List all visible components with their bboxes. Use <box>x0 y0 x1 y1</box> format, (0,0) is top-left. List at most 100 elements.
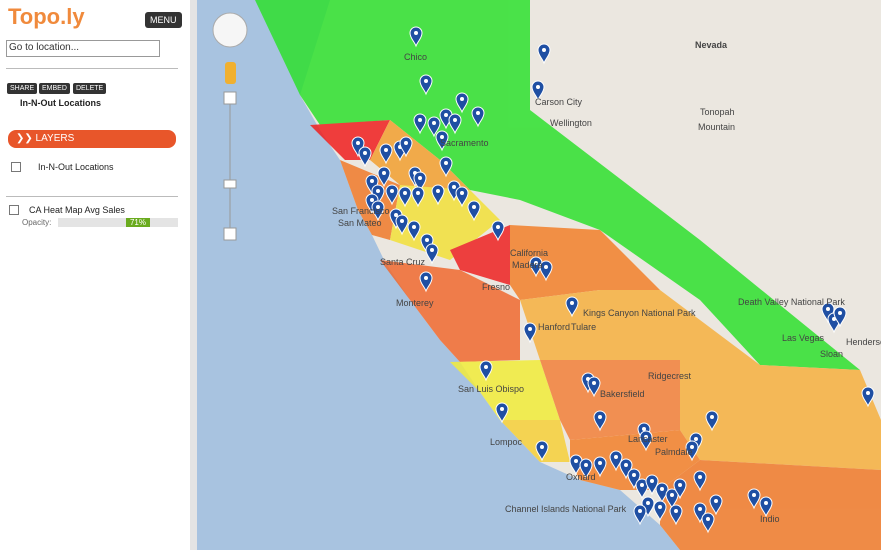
zoom-handle[interactable] <box>223 179 237 189</box>
location-pin[interactable] <box>685 440 699 462</box>
location-pin[interactable] <box>425 243 439 265</box>
pin-dot <box>440 135 444 139</box>
map-label: Palmdale <box>655 447 693 457</box>
pin-dot <box>570 301 574 305</box>
location-pin[interactable] <box>439 156 453 178</box>
location-pin[interactable] <box>395 214 409 236</box>
pan-control[interactable] <box>212 12 248 48</box>
location-pin[interactable] <box>531 80 545 102</box>
location-pin[interactable] <box>593 410 607 432</box>
location-pin[interactable] <box>455 186 469 208</box>
location-pin[interactable] <box>471 106 485 128</box>
layer-name[interactable]: CA Heat Map Avg Sales <box>29 205 125 215</box>
labels: Nevada Carson City Wellington Tonopah Mo… <box>332 40 881 524</box>
location-pin[interactable] <box>653 500 667 522</box>
location-pin[interactable] <box>495 402 509 424</box>
map-label: Oxnard <box>566 472 596 482</box>
location-pin[interactable] <box>491 220 505 242</box>
layer-name[interactable]: In-N-Out Locations <box>38 162 114 172</box>
location-pin[interactable] <box>635 478 649 500</box>
pin-dot <box>642 427 646 431</box>
location-pin[interactable] <box>665 488 679 510</box>
pin-dot <box>646 501 650 505</box>
checkbox[interactable] <box>9 205 19 215</box>
location-pin[interactable] <box>523 322 537 344</box>
location-pin[interactable] <box>358 146 372 168</box>
street-view[interactable] <box>225 62 236 84</box>
location-pin[interactable] <box>759 496 773 518</box>
location-pin[interactable] <box>411 186 425 208</box>
location-pin[interactable] <box>639 430 653 452</box>
pin-dot <box>534 261 538 265</box>
location-pin[interactable] <box>693 470 707 492</box>
map-label: Madera <box>512 260 543 270</box>
pin-dot <box>430 248 434 252</box>
embed-button[interactable]: EMBED <box>39 83 70 94</box>
location-pin[interactable] <box>833 306 847 328</box>
location-pin[interactable] <box>535 440 549 462</box>
map-label: Bakersfield <box>600 389 645 399</box>
opacity-track[interactable] <box>58 218 178 227</box>
location-pin[interactable] <box>409 26 423 48</box>
map-label: Tulare <box>571 322 596 332</box>
location-pin[interactable] <box>455 92 469 114</box>
pin-dot <box>674 509 678 513</box>
location-pin[interactable] <box>701 512 715 534</box>
location-pin[interactable] <box>407 220 421 242</box>
location-pin[interactable] <box>587 376 601 398</box>
location-pin[interactable] <box>448 113 462 135</box>
panel-splitter[interactable] <box>190 0 197 550</box>
pin-dot <box>670 493 674 497</box>
logo[interactable]: Topo.ly <box>8 4 85 29</box>
location-pin[interactable] <box>377 166 391 188</box>
location-pin[interactable] <box>565 296 579 318</box>
pin-dot <box>412 225 416 229</box>
location-pin[interactable] <box>747 488 761 510</box>
location-pin[interactable] <box>371 200 385 222</box>
pin-dot <box>370 198 374 202</box>
share-button[interactable]: SHARE <box>7 83 38 94</box>
pin-dot <box>356 141 360 145</box>
location-pin[interactable] <box>413 171 427 193</box>
location-pin[interactable] <box>398 186 412 208</box>
location-pin[interactable] <box>379 143 393 165</box>
zoom-in[interactable] <box>223 91 237 105</box>
map-label: San Francisco <box>332 206 390 216</box>
location-pin[interactable] <box>709 494 723 516</box>
delete-button[interactable]: DELETE <box>73 83 107 94</box>
location-pin[interactable] <box>431 184 445 206</box>
menu-button[interactable]: MENU <box>145 12 182 28</box>
pin-dot <box>460 191 464 195</box>
pin-dot <box>644 435 648 439</box>
location-pin[interactable] <box>539 260 553 282</box>
location-pin[interactable] <box>633 504 647 526</box>
location-pin[interactable] <box>537 43 551 65</box>
location-pin[interactable] <box>467 200 481 222</box>
location-pin[interactable] <box>861 386 875 408</box>
map-label: Indio <box>760 514 780 524</box>
location-pin[interactable] <box>419 271 433 293</box>
location-pin[interactable] <box>385 184 399 206</box>
location-pin[interactable] <box>705 410 719 432</box>
checkbox[interactable] <box>11 162 21 172</box>
map[interactable]: Nevada Carson City Wellington Tonopah Mo… <box>197 0 881 550</box>
map-label: Mountain <box>698 122 735 132</box>
location-pin[interactable] <box>399 136 413 158</box>
pin-dot <box>640 483 644 487</box>
location-pin[interactable] <box>669 504 683 526</box>
location-pin[interactable] <box>579 458 593 480</box>
location-pin[interactable] <box>413 113 427 135</box>
location-pin[interactable] <box>435 130 449 152</box>
search-box[interactable]: Go to location... <box>6 40 160 57</box>
location-pin[interactable] <box>593 456 607 478</box>
location-pin[interactable] <box>419 74 433 96</box>
map-label: Wellington <box>550 118 592 128</box>
zoom-out[interactable] <box>223 227 237 241</box>
opacity-value[interactable]: 71% <box>126 218 150 227</box>
location-pin[interactable] <box>673 478 687 500</box>
location-pin[interactable] <box>479 360 493 382</box>
layers-header[interactable]: ❯❯ LAYERS <box>8 130 176 148</box>
location-pin[interactable] <box>427 116 441 138</box>
map-label: Monterey <box>396 298 434 308</box>
map-label: Ridgecrest <box>648 371 692 381</box>
